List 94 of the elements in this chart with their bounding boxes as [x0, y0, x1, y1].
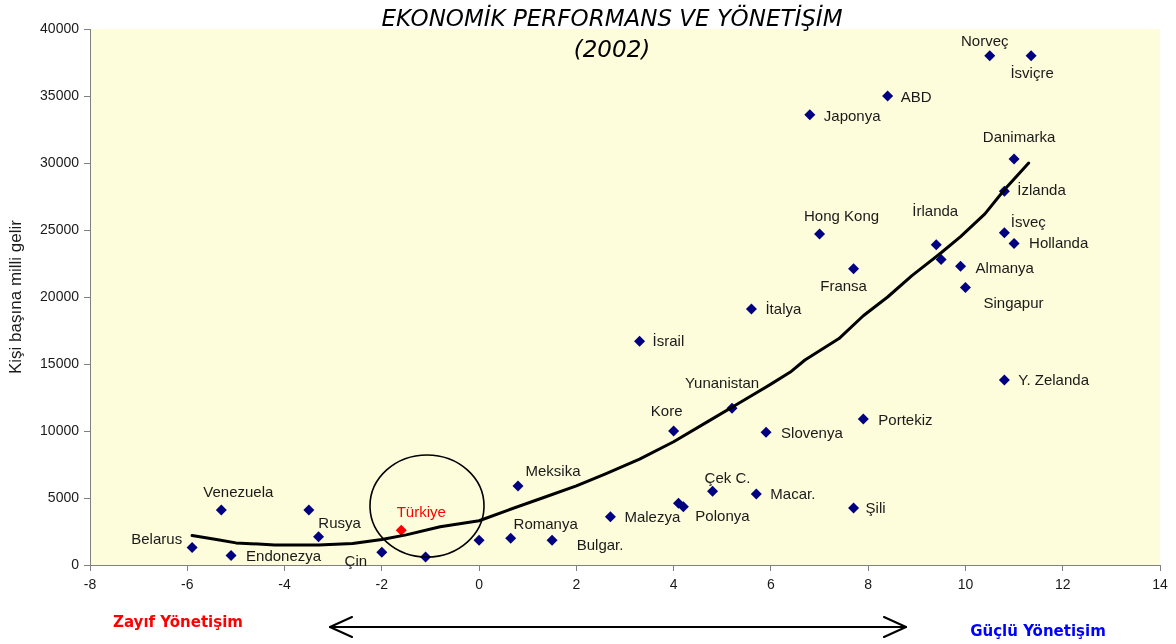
point	[848, 263, 860, 275]
text: Zayıf Yönetişim	[113, 612, 243, 631]
point	[225, 550, 237, 562]
y-axis-title: Kişi başına milli gelir	[5, 219, 25, 374]
point	[814, 228, 826, 240]
y-tick-label: 20000	[40, 287, 80, 304]
x-tick-label: 6	[767, 576, 776, 593]
data-label: Hong Kong	[804, 207, 880, 225]
data-label: Çek C.	[704, 469, 751, 487]
x-tick-label: 2	[572, 576, 581, 593]
data-label: Şili	[865, 499, 886, 517]
data-label: Y. Zelanda	[1018, 371, 1090, 389]
x-tick-label: 12	[1054, 576, 1071, 593]
point	[1008, 153, 1020, 165]
y-tick-label: 30000	[40, 153, 80, 170]
y-tick-label: 25000	[40, 220, 80, 237]
data-label: Kore	[650, 402, 683, 420]
chart-subtitle: (2002)	[573, 35, 651, 62]
data-label: İsviçre	[1010, 63, 1054, 81]
data-label: İsrail	[652, 332, 685, 350]
y-tick-label: 35000	[40, 86, 80, 103]
x-tick-label: 14	[1152, 576, 1168, 593]
y-tick-label: 15000	[40, 354, 80, 371]
point	[984, 50, 996, 62]
point	[750, 488, 762, 500]
point	[930, 239, 942, 251]
point	[998, 227, 1010, 239]
data-label: Malezya	[624, 507, 681, 525]
point	[215, 504, 227, 516]
point	[604, 511, 616, 523]
data-label: Fransa	[820, 277, 868, 294]
data-label: İtalya	[765, 300, 802, 318]
point	[546, 534, 558, 546]
point	[804, 109, 816, 121]
point	[935, 253, 947, 265]
point	[395, 524, 407, 536]
point	[707, 485, 719, 497]
x-tick-label: 0	[475, 576, 484, 593]
point	[186, 542, 198, 554]
data-label: Almanya	[975, 259, 1035, 277]
data-label: Macar.	[770, 485, 816, 503]
point	[857, 413, 869, 425]
point	[760, 426, 772, 438]
data-label: Hollanda	[1029, 233, 1089, 251]
y-tick-label: 10000	[40, 421, 80, 438]
point	[668, 425, 680, 437]
point	[745, 303, 757, 315]
point	[1008, 237, 1020, 249]
data-label: Romanya	[513, 515, 579, 533]
y-tick-label: 5000	[47, 488, 80, 505]
point	[998, 374, 1010, 386]
chart-title: EKONOMİK PERFORMANS VE YÖNETİŞİM	[381, 3, 843, 31]
data-label: ABD	[900, 88, 932, 106]
data-label: Japonya	[823, 106, 882, 124]
data-label: Slovenya	[781, 424, 844, 442]
data-label: Singapur	[983, 293, 1044, 311]
point	[512, 480, 524, 492]
text: Güçlü Yönetişim	[970, 621, 1106, 640]
x-tick-label: 8	[864, 576, 873, 593]
point	[955, 260, 967, 272]
x-tick-label: -6	[181, 576, 194, 593]
point	[505, 532, 517, 544]
point	[848, 502, 860, 514]
x-tick-label: -2	[375, 576, 389, 593]
data-label: Danimarka	[982, 128, 1057, 146]
data-label: Norveç	[961, 31, 1010, 49]
point	[634, 335, 646, 347]
data-label: İrlanda	[912, 201, 959, 219]
point	[313, 531, 325, 543]
x-tick-label: -4	[278, 576, 291, 593]
data-label: İsveç	[1010, 212, 1047, 230]
data-label: Bulgar.	[576, 536, 624, 554]
data-label: Türkiye	[396, 503, 446, 521]
data-label: Portekiz	[878, 411, 933, 429]
data-label: Çin	[344, 552, 368, 570]
point	[376, 546, 388, 558]
data-label: Rusya	[318, 514, 362, 531]
point	[473, 534, 485, 546]
y-tick-label: 40000	[40, 19, 80, 36]
point	[303, 504, 315, 516]
data-label: Venezuela	[203, 483, 274, 501]
data-label: Endonezya	[246, 546, 322, 564]
data-label: İzlanda	[1017, 181, 1067, 199]
x-tick-label: -8	[83, 576, 97, 593]
data-label: Belarus	[131, 529, 183, 547]
data-label: Polonya	[695, 506, 751, 524]
data-label: Meksika	[525, 462, 582, 480]
point	[882, 90, 894, 102]
point	[959, 282, 971, 294]
y-tick-label: 0	[71, 555, 80, 572]
data-label: Yunanistan	[684, 374, 760, 392]
x-tick-label: 4	[669, 576, 678, 593]
point	[1025, 50, 1037, 62]
x-tick-label: 10	[957, 576, 974, 593]
